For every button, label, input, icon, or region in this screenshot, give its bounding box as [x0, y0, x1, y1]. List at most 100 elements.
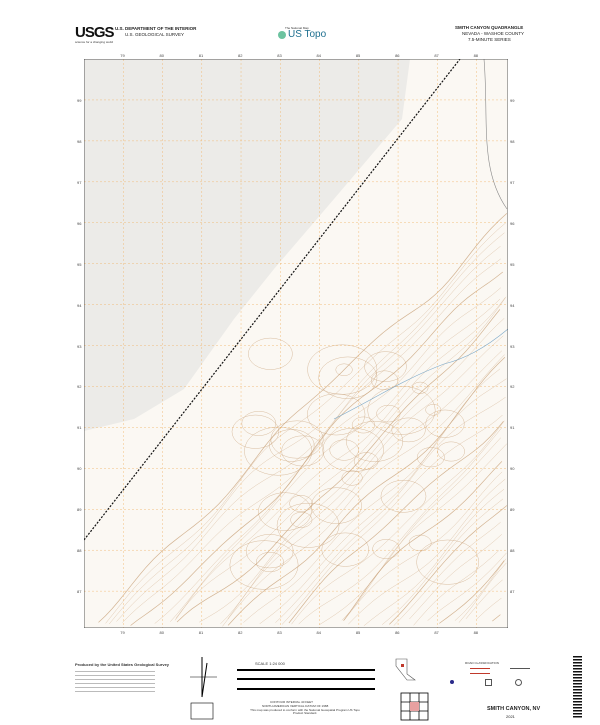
- contour-hill: [437, 441, 465, 462]
- datum-note: NORTH AMERICAN VERTICAL DATUM OF 1988: [262, 704, 329, 708]
- road: [483, 59, 508, 210]
- contour-line: [227, 357, 506, 626]
- contour-line: [363, 489, 505, 626]
- left-tick-label: 99: [77, 97, 82, 103]
- contour-line: [122, 258, 501, 623]
- scale-bar-km: [237, 669, 375, 671]
- left-tick-label: 90: [77, 466, 82, 472]
- contour-line: [288, 421, 504, 624]
- top-tick-label: 84: [316, 53, 321, 58]
- left-tick-label: 95: [77, 261, 82, 267]
- north-arrow-diagram: [190, 657, 217, 720]
- contour-hill: [307, 344, 378, 395]
- right-tick-label: 89: [510, 507, 515, 513]
- right-tick-label: 93: [510, 343, 515, 349]
- contour-hill: [322, 427, 384, 472]
- bottom-tick-label: 81: [198, 630, 204, 635]
- top-tick-label: 86: [395, 53, 400, 58]
- interstate-shield-icon: [450, 680, 454, 684]
- quad-name-footer: SMITH CANYON, NV: [487, 706, 541, 712]
- contour-line: [105, 222, 507, 624]
- contour-line: [319, 437, 501, 625]
- bottom-tick-label: 86: [395, 630, 400, 635]
- usgs-logo: USGS: [75, 24, 115, 41]
- top-tick-label: 88: [473, 53, 479, 58]
- contour-line: [389, 505, 508, 625]
- road-legend-title: ROAD CLASSIFICATION: [465, 661, 499, 665]
- contour-hill: [391, 417, 426, 443]
- series-label: 7.5-MINUTE SERIES: [468, 37, 511, 42]
- contour-hill: [372, 539, 400, 559]
- contour-line: [259, 378, 507, 624]
- contour-line: [98, 213, 508, 623]
- contour-line: [175, 296, 507, 619]
- contour-line: [298, 427, 502, 625]
- bottom-tick-label: 82: [238, 630, 243, 635]
- top-tick-label: 81: [198, 53, 204, 58]
- map-frame[interactable]: [84, 59, 508, 628]
- barcode: [573, 656, 582, 718]
- contour-hill: [270, 420, 324, 459]
- contour-hill: [335, 363, 353, 376]
- right-tick-label: 97: [510, 179, 515, 185]
- left-tick-label: 97: [77, 179, 82, 185]
- contour-hill: [341, 470, 363, 486]
- contour-hill: [318, 356, 378, 399]
- right-tick-label: 90: [510, 466, 515, 472]
- contour-hill: [417, 447, 445, 468]
- top-tick-label: 79: [120, 53, 125, 58]
- bottom-tick-label: 85: [355, 630, 361, 635]
- bottom-tick-label: 79: [120, 630, 125, 635]
- contour-line: [476, 597, 502, 620]
- contour-hill: [376, 405, 401, 423]
- contour-line: [454, 558, 507, 621]
- right-tick-label: 95: [510, 261, 515, 267]
- left-tick-label: 91: [77, 425, 82, 431]
- contour-line: [176, 309, 501, 623]
- contour-line: [116, 246, 501, 622]
- contour-hill: [307, 393, 366, 436]
- right-tick-label: 98: [510, 138, 515, 144]
- contour-line: [458, 562, 507, 623]
- left-tick-label: 98: [77, 138, 82, 144]
- producer-note: Produced by the United States Geological…: [75, 662, 170, 667]
- contour-hill: [416, 539, 479, 585]
- producer-details: [75, 668, 155, 695]
- contour-hill: [269, 429, 315, 462]
- contour-hill: [364, 351, 407, 382]
- state-county: NEVADA - WASHOE COUNTY: [462, 31, 525, 36]
- contour-hill: [311, 487, 362, 524]
- left-tick-label: 94: [77, 302, 82, 308]
- top-tick-label: 82: [238, 53, 243, 58]
- contour-hill: [281, 435, 325, 467]
- state-route-icon: [515, 679, 522, 686]
- bottom-tick-label: 87: [434, 630, 439, 635]
- right-tick-label: 96: [510, 220, 515, 226]
- top-tick-label: 85: [355, 53, 361, 58]
- contour-line: [465, 579, 503, 619]
- contour-line: [427, 552, 507, 621]
- standard-note: This map was produced to conform with th…: [250, 708, 360, 716]
- year-label: 2021: [506, 714, 515, 719]
- usgs-tagline: science for a changing world: [75, 40, 114, 44]
- contour-interval-note: CONTOUR INTERVAL 40 FEET: [270, 700, 313, 704]
- bottom-tick-label: 83: [277, 630, 282, 635]
- contour-line: [348, 478, 506, 625]
- us-topo-logo-icon: [278, 31, 286, 39]
- contour-line: [170, 298, 501, 622]
- left-tick-label: 96: [77, 220, 82, 226]
- stream: [333, 328, 508, 420]
- us-topo-logo: US Topo: [288, 29, 327, 40]
- right-tick-label: 92: [510, 384, 515, 390]
- road-legend-line: [470, 668, 490, 669]
- contour-hill: [329, 439, 359, 461]
- top-tick-label: 87: [434, 53, 439, 58]
- contour-hill: [380, 480, 427, 513]
- contour-hill: [411, 381, 429, 394]
- contour-hill: [231, 414, 279, 449]
- road-legend-line: [510, 668, 530, 669]
- contour-line: [154, 287, 501, 624]
- top-tick-label: 83: [277, 53, 282, 58]
- contour-line: [109, 232, 505, 625]
